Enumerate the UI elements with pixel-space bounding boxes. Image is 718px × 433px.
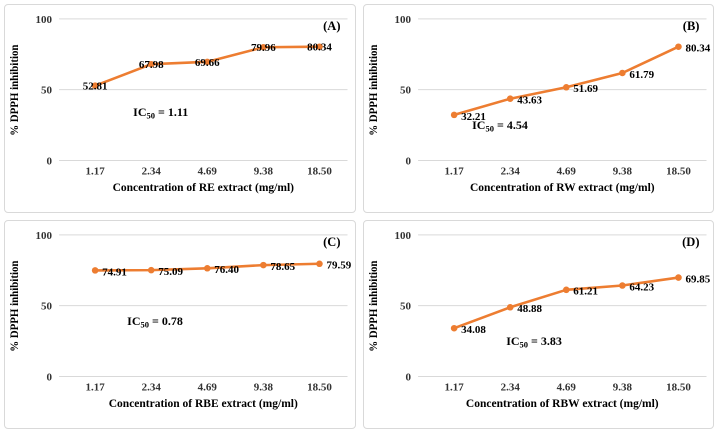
y-tick-label: 50	[41, 301, 53, 313]
x-axis-title: Concentration of RBE extract (mg/ml)	[109, 398, 298, 410]
data-point	[674, 43, 682, 50]
data-point	[618, 69, 626, 77]
x-tick-label: 9.38	[612, 165, 632, 177]
x-tick-label: 18.50	[307, 165, 332, 177]
data-point-label: 51.69	[573, 83, 598, 95]
data-point	[618, 282, 626, 289]
x-tick-label: 2.34	[142, 165, 162, 177]
data-point-label: 80.34	[307, 42, 332, 54]
x-tick-label: 1.17	[444, 165, 464, 177]
data-point-label: 64.23	[629, 282, 654, 294]
data-point	[260, 261, 267, 269]
x-tick-label: 4.69	[556, 165, 576, 177]
y-tick-label: 100	[394, 230, 411, 242]
data-point	[506, 95, 514, 102]
chart-panel-c: 0 50 100 1.17 2.34 4.69 9.38 18.50 Concentration…	[4, 220, 356, 429]
y-tick-label: 100	[394, 14, 411, 26]
y-tick-label: 100	[36, 230, 53, 242]
ic50-annotation: IC50 = 4.54	[472, 118, 528, 133]
panel-letter: (B)	[682, 19, 699, 33]
data-point	[91, 267, 99, 274]
x-tick-label: 1.17	[86, 165, 106, 177]
data-point-label: 69.66	[195, 57, 220, 69]
line-chart-b: 0 50 100 1.17 2.34 4.69 9.38 18.50 Concentration…	[367, 14, 710, 194]
y-axis-title: % DPPH inhibition	[367, 261, 379, 352]
ic50-annotation: IC50 = 1.11	[133, 105, 188, 120]
data-point-label: 74.91	[102, 266, 127, 278]
data-point-label: 48.88	[517, 303, 542, 315]
x-tick-label: 9.38	[612, 381, 632, 393]
data-point-label: 80.34	[685, 43, 710, 55]
ic50-annotation: IC50 = 3.83	[506, 334, 562, 349]
y-tick-label: 0	[405, 372, 411, 384]
x-axis-title: Concentration of RE extract (mg/ml)	[113, 182, 295, 194]
x-tick-label: 1.17	[444, 381, 464, 393]
data-point-label: 34.08	[461, 324, 486, 336]
x-tick-label: 4.69	[198, 165, 218, 177]
data-point-label: 76.40	[214, 264, 239, 276]
data-point-label: 43.63	[517, 95, 542, 107]
data-point	[260, 43, 267, 51]
data-point	[147, 266, 155, 274]
y-tick-label: 50	[400, 85, 412, 97]
x-tick-label: 9.38	[254, 381, 274, 393]
x-tick-label: 9.38	[254, 165, 274, 177]
data-point-label: 52.81	[83, 81, 108, 93]
y-tick-label: 0	[405, 156, 411, 168]
data-point	[562, 84, 570, 91]
panel-letter: (A)	[323, 19, 340, 33]
y-axis-title: % DPPH inhibition	[9, 261, 21, 352]
data-point	[203, 58, 211, 66]
x-tick-label: 4.69	[556, 381, 576, 393]
line-chart-d: 0 50 100 1.17 2.34 4.69 9.38 18.50 Concentration…	[367, 230, 710, 410]
line-chart-c: 0 50 100 1.17 2.34 4.69 9.38 18.50 Concentration…	[9, 230, 352, 410]
data-point-label: 79.59	[326, 260, 351, 272]
x-tick-label: 4.69	[198, 381, 218, 393]
y-axis-title: % DPPH inhibition	[367, 45, 379, 136]
chart-panel-a: 0 50 100 1.17 2.34 4.69 9.38 18.50 Concentration…	[4, 4, 356, 213]
ic50-annotation: IC50 = 0.78	[127, 314, 183, 329]
data-point-label: 78.65	[270, 261, 295, 273]
data-point	[450, 324, 457, 332]
y-tick-label: 0	[47, 156, 53, 168]
data-point-label: 61.79	[629, 69, 654, 81]
x-tick-label: 18.50	[666, 381, 691, 393]
data-point	[316, 260, 323, 268]
x-tick-label: 2.34	[500, 165, 520, 177]
x-axis-title: Concentration of RW extract (mg/ml)	[469, 182, 654, 194]
data-point-label: 75.09	[158, 266, 183, 278]
chart-panel-b: 0 50 100 1.17 2.34 4.69 9.38 18.50 Concentration…	[362, 4, 714, 213]
y-tick-label: 0	[47, 372, 53, 384]
panel-letter: (D)	[682, 235, 699, 249]
y-tick-label: 50	[400, 301, 412, 313]
data-point-label: 67.98	[139, 59, 164, 71]
data-point	[674, 274, 682, 281]
y-tick-label: 100	[36, 14, 53, 26]
x-tick-label: 1.17	[86, 381, 106, 393]
data-point	[147, 60, 155, 68]
data-point-label: 69.85	[685, 274, 710, 286]
data-point	[316, 43, 323, 50]
x-tick-label: 18.50	[666, 165, 691, 177]
x-tick-label: 2.34	[500, 381, 520, 393]
y-tick-label: 50	[41, 85, 53, 97]
data-point-label: 61.21	[573, 286, 598, 298]
data-point	[562, 286, 570, 294]
x-tick-label: 2.34	[142, 381, 162, 393]
data-point	[506, 303, 514, 311]
line-chart-a: 0 50 100 1.17 2.34 4.69 9.38 18.50 Concentration…	[9, 14, 348, 194]
x-axis-title: Concentration of RBW extract (mg/ml)	[465, 398, 658, 410]
data-point	[91, 82, 99, 89]
data-point-label: 32.21	[461, 111, 486, 123]
chart-panel-d: 0 50 100 1.17 2.34 4.69 9.38 18.50 Concentration…	[362, 220, 714, 429]
panel-letter: (C)	[323, 235, 340, 249]
x-tick-label: 18.50	[307, 381, 332, 393]
data-point	[203, 265, 211, 272]
y-axis-title: % DPPH inhibition	[9, 45, 21, 136]
data-point	[450, 111, 457, 119]
data-point-label: 79.96	[251, 42, 276, 54]
